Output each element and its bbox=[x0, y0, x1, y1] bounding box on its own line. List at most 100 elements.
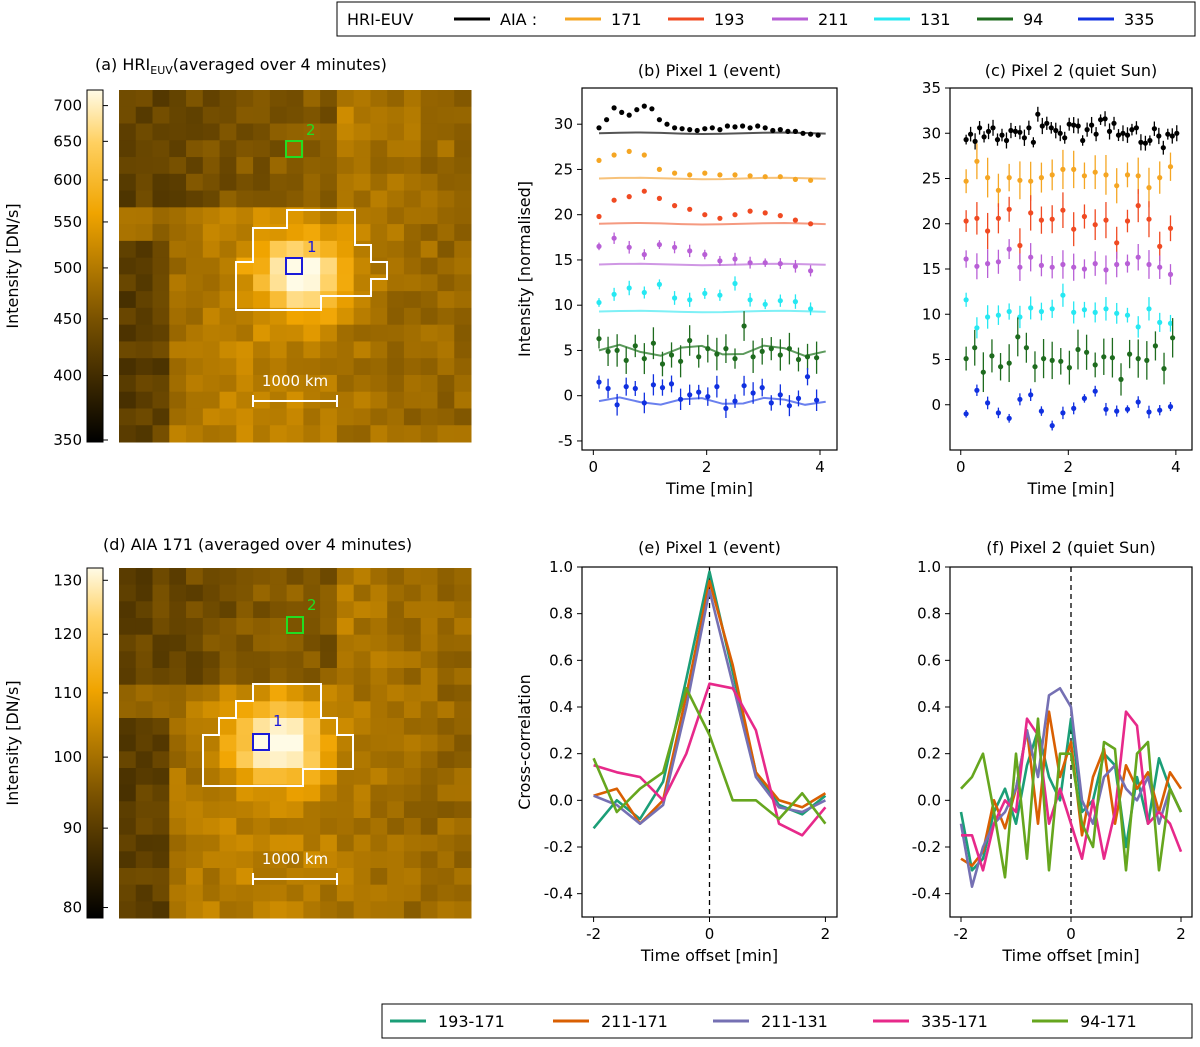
hri-map-pixel bbox=[119, 291, 137, 309]
hri-map-pixel bbox=[269, 307, 288, 326]
aia-map-pixel bbox=[437, 734, 455, 752]
hri-map-pixel bbox=[336, 257, 355, 275]
aia-map-pixel bbox=[169, 768, 187, 786]
point-131 bbox=[1167, 320, 1174, 326]
aia-map-pixel bbox=[353, 684, 371, 702]
point-193 bbox=[596, 213, 602, 220]
aia-map-pixel bbox=[320, 851, 338, 869]
aia-colorbar bbox=[86, 567, 104, 919]
aia-map-pixel bbox=[454, 851, 472, 869]
aia-map-pixel bbox=[387, 668, 405, 686]
point-211 bbox=[792, 263, 799, 269]
aia-map-pixel bbox=[202, 601, 221, 619]
x-tick-label: 0 bbox=[705, 925, 715, 943]
aia-map-pixel bbox=[454, 751, 472, 769]
aia-map-pixel bbox=[135, 868, 154, 886]
point-131 bbox=[777, 298, 783, 304]
point-171 bbox=[1017, 177, 1023, 183]
aia-map-pixel bbox=[253, 618, 271, 636]
aia-map-pixel bbox=[303, 751, 321, 769]
panel-a: (a) HRIEUV(averaged over 4 minutes) 700 6… bbox=[3, 55, 472, 449]
hri-map-pixel bbox=[303, 190, 321, 208]
hri-map-pixel bbox=[403, 106, 422, 125]
hri-map-pixel bbox=[370, 374, 388, 393]
hri-map-pixel bbox=[152, 190, 170, 208]
aia-map-pixel bbox=[202, 684, 221, 702]
point-211 bbox=[995, 259, 1002, 265]
point-HRI-EUV bbox=[1075, 123, 1081, 129]
aia-map-pixel bbox=[320, 901, 338, 919]
y-tick-label: 0.6 bbox=[917, 651, 941, 669]
hri-map-pixel bbox=[119, 324, 137, 342]
aia-map-pixel bbox=[403, 718, 422, 736]
hri-map-pixel bbox=[169, 106, 187, 125]
aia-map-pixel bbox=[303, 834, 321, 852]
hri-map-pixel bbox=[336, 391, 355, 409]
hri-map-pixel bbox=[152, 157, 170, 175]
point-335 bbox=[777, 392, 783, 398]
aia-map-pixel bbox=[236, 668, 254, 686]
aia-map-pixel bbox=[286, 801, 304, 819]
point-HRI-EUV bbox=[626, 112, 632, 118]
aia-171-map bbox=[119, 568, 472, 919]
aia-map-pixel bbox=[320, 718, 338, 736]
hri-map-pixel bbox=[269, 207, 288, 225]
point-193 bbox=[1060, 207, 1066, 213]
hri-map-pixel bbox=[370, 425, 388, 443]
hri-map-pixel bbox=[186, 341, 204, 359]
aia-map-pixel bbox=[454, 618, 472, 636]
aia-map-pixel bbox=[286, 768, 304, 786]
point-335 bbox=[1049, 423, 1055, 429]
hri-map-pixel bbox=[186, 408, 204, 426]
hri-map-pixel bbox=[135, 307, 154, 326]
aia-map-pixel bbox=[286, 901, 304, 919]
hri-map-pixel bbox=[387, 157, 405, 175]
aia-map-pixel bbox=[303, 618, 321, 636]
aia-map-pixel bbox=[403, 901, 422, 919]
aia-map-pixel bbox=[303, 768, 321, 786]
aia-map-pixel bbox=[353, 668, 371, 686]
aia-map-pixel bbox=[202, 851, 221, 869]
aia-map-pixel bbox=[403, 868, 422, 886]
aia-map-pixel bbox=[186, 701, 204, 719]
aia-map-pixel bbox=[370, 601, 388, 619]
hri-map-pixel bbox=[353, 425, 371, 443]
hri-map-pixel bbox=[286, 341, 304, 359]
hri-map-pixel bbox=[269, 358, 288, 376]
aia-map-pixel bbox=[437, 568, 455, 586]
aia-map-pixel bbox=[219, 718, 237, 736]
hri-map-pixel bbox=[303, 341, 321, 359]
legend-label-211-131: 211-131 bbox=[761, 1012, 828, 1031]
x-tick-label: 4 bbox=[815, 458, 825, 476]
aia-map-pixel bbox=[286, 818, 304, 836]
point-171 bbox=[1157, 175, 1163, 181]
y-tick-label: 15 bbox=[922, 260, 941, 278]
hri-map-pixel bbox=[186, 207, 204, 225]
point-HRI-EUV bbox=[999, 132, 1005, 138]
hri-map-pixel bbox=[353, 274, 371, 292]
aia-map-pixel bbox=[253, 884, 271, 902]
aia-map-pixel bbox=[336, 784, 355, 802]
aia-map-pixel bbox=[437, 901, 455, 919]
aia-map-pixel bbox=[437, 818, 455, 836]
aia-map-pixel bbox=[119, 734, 137, 752]
hri-map-pixel bbox=[353, 157, 371, 175]
point-HRI-EUV bbox=[672, 125, 678, 131]
hri-map-pixel bbox=[186, 358, 204, 376]
point-94 bbox=[714, 351, 720, 357]
hri-map-pixel bbox=[320, 307, 338, 326]
hri-map-pixel bbox=[320, 358, 338, 376]
point-131 bbox=[1146, 306, 1152, 312]
aia-map-pixel bbox=[253, 868, 271, 886]
aia-map-pixel bbox=[253, 818, 271, 836]
hri-map-pixel bbox=[253, 90, 271, 108]
hri-map-pixel bbox=[186, 173, 204, 192]
point-171 bbox=[1124, 172, 1131, 178]
point-HRI-EUV bbox=[1165, 131, 1171, 137]
hri-map-pixel bbox=[403, 307, 422, 326]
hri-map-pixel bbox=[303, 224, 321, 242]
point-HRI-EUV bbox=[1124, 132, 1131, 138]
aia-map-pixel bbox=[119, 601, 137, 619]
point-HRI-EUV bbox=[1106, 128, 1113, 134]
aia-map-pixel bbox=[420, 634, 438, 652]
